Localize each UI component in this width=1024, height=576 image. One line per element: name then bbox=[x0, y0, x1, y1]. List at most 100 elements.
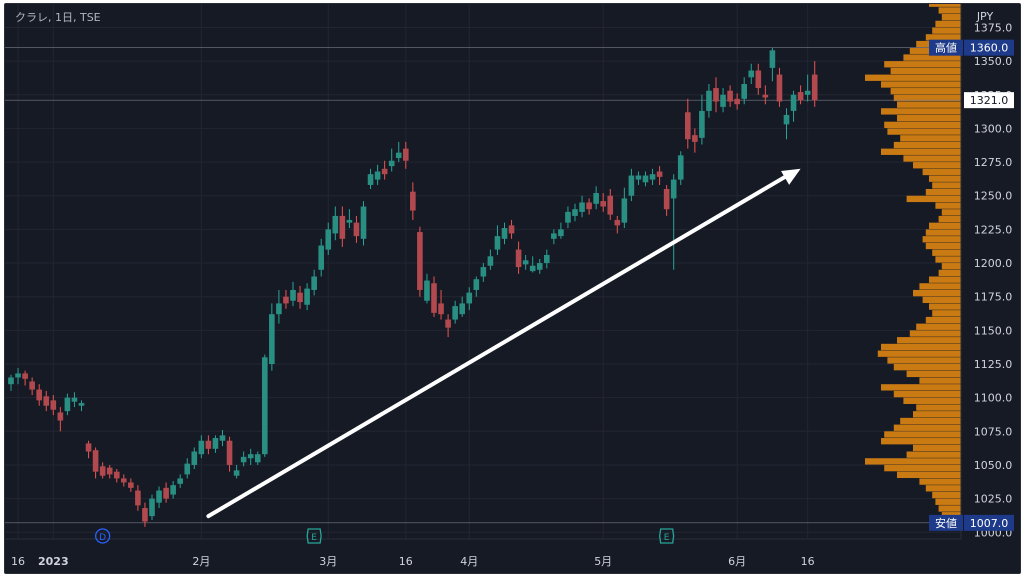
candle-down bbox=[353, 222, 360, 237]
volume-profile-bar bbox=[941, 263, 961, 270]
price-tag-value: 1321.0 bbox=[970, 94, 1009, 107]
y-tick-label: 1200.0 bbox=[974, 257, 1013, 270]
y-tick-label: 1150.0 bbox=[974, 324, 1013, 337]
candle-down bbox=[600, 201, 606, 207]
candle-up bbox=[219, 435, 226, 441]
candle-up bbox=[346, 219, 353, 223]
candle-up bbox=[290, 289, 296, 301]
candle-up bbox=[501, 228, 508, 239]
candle-down bbox=[121, 478, 127, 483]
volume-profile-bar bbox=[884, 61, 961, 68]
volume-profile-bar bbox=[906, 451, 961, 458]
price-tag-value: 1360.0 bbox=[970, 42, 1009, 55]
candle-up bbox=[677, 155, 684, 180]
volume-profile-bar bbox=[909, 330, 961, 337]
volume-profile-bar bbox=[925, 34, 961, 41]
volume-profile-bar bbox=[932, 249, 961, 256]
volume-profile-bar bbox=[893, 390, 961, 398]
candle-down bbox=[163, 487, 169, 499]
volume-profile-bar bbox=[881, 343, 961, 351]
candle-up bbox=[720, 94, 726, 107]
candle-down bbox=[50, 400, 57, 410]
candle-up bbox=[579, 202, 585, 212]
candle-down bbox=[381, 168, 388, 175]
volume-profile-bar bbox=[932, 27, 961, 34]
dividend-marker bbox=[95, 528, 111, 544]
volume-profile-bar bbox=[913, 411, 961, 418]
volume-profile-bar bbox=[932, 491, 961, 499]
candle-up bbox=[15, 373, 21, 378]
candle-up bbox=[452, 306, 458, 320]
volume-profile-bar bbox=[893, 141, 961, 149]
volume-profile-bar bbox=[929, 222, 961, 229]
event-marker-label: D bbox=[99, 533, 106, 543]
x-tick-label: 2月 bbox=[192, 555, 210, 568]
y-tick-label: 1275.0 bbox=[974, 156, 1013, 169]
volume-profile-bar bbox=[935, 20, 961, 28]
volume-profile-bar bbox=[893, 364, 961, 371]
event-marker-label: E bbox=[664, 533, 670, 543]
price-tag-box bbox=[964, 39, 1014, 56]
candle-up bbox=[741, 84, 747, 99]
candle-up bbox=[198, 440, 205, 455]
volume-profile-bar bbox=[916, 323, 961, 330]
candle-up bbox=[149, 498, 155, 517]
candlestick-chart[interactable]: JPY1000.01025.01050.01075.01100.01125.01… bbox=[5, 4, 1020, 573]
volume-profile-bar bbox=[890, 67, 961, 75]
volume-profile-bar bbox=[881, 438, 961, 445]
y-tick-label: 1125.0 bbox=[974, 358, 1013, 371]
candle-up bbox=[642, 175, 649, 183]
volume-profile-bar bbox=[929, 175, 961, 182]
volume-profile-bar bbox=[897, 101, 961, 108]
candle-up bbox=[184, 463, 191, 475]
candle-up bbox=[318, 245, 324, 270]
candle-down bbox=[727, 90, 733, 102]
symbol-label: クラレ, 1日, TSE bbox=[15, 11, 101, 24]
volume-profile-bar bbox=[929, 303, 961, 310]
candle-down bbox=[797, 92, 804, 101]
candle-down bbox=[656, 171, 663, 177]
candle-up bbox=[783, 114, 790, 125]
candle-down bbox=[410, 191, 416, 211]
candle-up bbox=[424, 280, 430, 301]
candle-up bbox=[536, 263, 543, 270]
volume-profile-bar bbox=[903, 397, 961, 404]
candle-up bbox=[71, 397, 78, 402]
x-tick-label: 16 bbox=[11, 555, 25, 568]
candle-up bbox=[395, 152, 402, 159]
candle-up bbox=[374, 171, 381, 180]
x-tick-label: 2023 bbox=[38, 555, 69, 568]
candle-up bbox=[706, 90, 712, 111]
volume-profile-bar bbox=[906, 370, 961, 378]
candle-up bbox=[529, 265, 536, 272]
volume-profile-bar bbox=[938, 7, 961, 14]
candle-up bbox=[558, 229, 564, 237]
volume-profile-bar bbox=[900, 135, 961, 142]
price-tag-box bbox=[964, 92, 1014, 109]
candle-down bbox=[113, 471, 120, 479]
volume-profile-bar bbox=[919, 377, 961, 384]
x-tick-label: 16 bbox=[801, 555, 815, 568]
volume-profile-bar bbox=[919, 283, 961, 290]
candle-down bbox=[685, 112, 691, 140]
candle-up bbox=[544, 254, 550, 264]
volume-profile-bar bbox=[906, 195, 961, 203]
volume-profile-bar bbox=[884, 121, 961, 129]
candle-up bbox=[170, 485, 176, 495]
trend-arrow-line bbox=[206, 172, 791, 519]
candle-up bbox=[311, 276, 317, 290]
candle-down bbox=[22, 373, 28, 379]
candle-up bbox=[360, 206, 367, 239]
candle-up bbox=[177, 478, 183, 484]
trend-arrow-head bbox=[781, 168, 801, 185]
y-tick-label: 1375.0 bbox=[974, 21, 1013, 34]
candle-up bbox=[254, 454, 261, 463]
candle-down bbox=[663, 189, 670, 210]
candle-down bbox=[445, 319, 451, 328]
volume-profile-bar bbox=[897, 471, 961, 479]
candle-down bbox=[57, 412, 64, 421]
candle-down bbox=[135, 490, 141, 506]
volume-profile-bar bbox=[865, 458, 961, 465]
volume-profile-bar bbox=[925, 229, 961, 236]
currency-label: JPY bbox=[976, 10, 994, 23]
